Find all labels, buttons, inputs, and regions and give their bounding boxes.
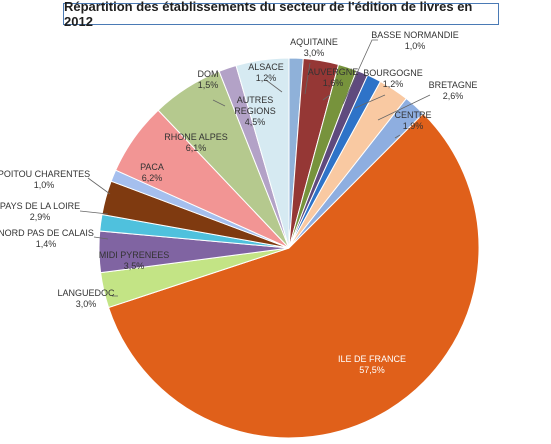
slice-label-centre: CENTRE 1,9% xyxy=(394,110,431,131)
slice-label-nord-pas-de-calais: NORD PAS DE CALAIS 1,4% xyxy=(0,228,94,249)
slice-label-alsace: ALSACE 1,2% xyxy=(248,62,284,83)
leader-line xyxy=(304,62,311,95)
pie-slice-autres-regions xyxy=(235,57,290,249)
slice-label-bretagne: BRETAGNE 2,6% xyxy=(429,80,478,101)
leader-line xyxy=(79,210,109,215)
slice-label-pays-de-la-loire: PAYS DE LA LOIRE 2,9% xyxy=(0,201,80,222)
pie-slice-ile-de-france xyxy=(107,112,480,439)
slice-label-dom: DOM 1,5% xyxy=(198,69,219,90)
slice-label-bourgogne: BOURGOGNE 1,2% xyxy=(363,68,423,89)
slice-label-poitou-charentes: POITOU CHARENTES 1,0% xyxy=(0,169,90,190)
leader-line xyxy=(394,134,401,139)
slice-label-rhone-alpes: RHONE ALPES 6,1% xyxy=(164,132,228,153)
slice-label-languedoc: LANGUEDOC 3,0% xyxy=(57,288,115,309)
leader-line xyxy=(93,236,109,240)
slice-label-auvergne: AUVERGNE 1,6% xyxy=(308,67,359,88)
leader-line xyxy=(265,79,283,93)
leader-line xyxy=(87,177,111,195)
leader-line xyxy=(342,39,378,105)
slice-label-autres-regions: AUTRES REGIONS 4,5% xyxy=(234,95,276,127)
chart-title: Répartition des établissements du secteu… xyxy=(63,0,499,29)
leader-line xyxy=(354,94,386,109)
slice-label-basse-normandie: BASSE NORMANDIE 1,0% xyxy=(371,30,459,51)
slice-label-paca: PACA 6,2% xyxy=(140,162,164,183)
slice-label-ile-de-france: ILE DE FRANCE 57,5% xyxy=(338,354,406,375)
slice-label-midi-pyrenees: MIDI PYRENEES 3,5% xyxy=(99,250,170,271)
leader-line xyxy=(377,94,431,121)
leader-line xyxy=(212,99,226,107)
slice-label-aquitaine: AQUITAINE 3,0% xyxy=(290,37,338,58)
leader-line xyxy=(322,94,331,101)
